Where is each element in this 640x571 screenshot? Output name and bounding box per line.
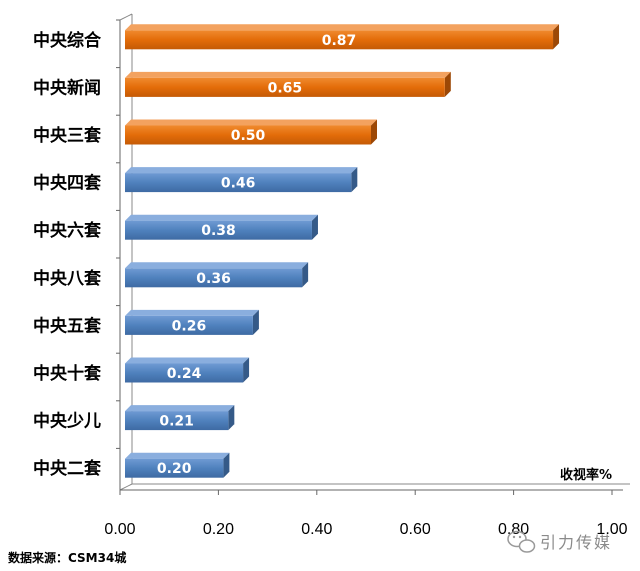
bar-side-face (311, 214, 318, 240)
bar-side-face (228, 405, 235, 431)
data-label: 0.26 (172, 318, 207, 334)
bar: 0.38 (125, 214, 318, 240)
watermark: 引力传媒 (507, 530, 612, 553)
category-label: 中央六套 (33, 220, 102, 241)
watermark-text: 引力传媒 (540, 533, 612, 552)
category-label: 中央十套 (33, 363, 102, 384)
x-tick-label: 0.40 (301, 521, 332, 538)
bar-side-face (243, 357, 250, 383)
x-tick-label: 0.80 (498, 521, 529, 538)
bar-front-face (125, 363, 244, 383)
bar-side-face (553, 24, 560, 50)
bar-front-face (125, 268, 303, 288)
bar-top-face (125, 262, 309, 269)
bar-top-face (125, 167, 358, 174)
category-label: 中央少儿 (33, 411, 101, 432)
frame-top-line (119, 13, 133, 21)
bar-top-face (125, 24, 560, 31)
x-tick-label: 0.20 (203, 521, 234, 538)
x-axis-ticks: 0.00 0.20 0.40 0.60 0.80 1.00 (104, 490, 628, 538)
bar-top-face (125, 119, 377, 126)
bar-top-face (125, 71, 451, 78)
data-label: 0.87 (322, 33, 357, 49)
bar-side-face (252, 309, 259, 335)
bar-side-face (302, 262, 309, 288)
data-label: 0.24 (167, 366, 202, 382)
bars-group: 0.87 0.65 0.50 0.46 0.38 0.36 0.26 0.24 0.21 0.20 (125, 24, 560, 478)
data-label: 0.21 (159, 414, 194, 430)
bar-front-face (125, 173, 352, 193)
bar: 0.24 (125, 357, 250, 383)
category-label: 中央八套 (33, 268, 102, 289)
bar-front-face (125, 411, 229, 431)
bar: 0.26 (125, 309, 259, 335)
x-tick-label: 1.00 (596, 521, 627, 538)
bar-front-face (125, 220, 312, 240)
wechat-icon (507, 530, 536, 553)
bar-side-face (223, 452, 230, 478)
frame-floor-line (119, 483, 133, 491)
bar: 0.87 (125, 24, 560, 50)
x-tick-label: 0.60 (400, 521, 431, 538)
bar-side-face (444, 71, 451, 97)
category-label: 中央五套 (33, 315, 102, 336)
data-label: 0.65 (268, 80, 303, 96)
bar-top-face (125, 214, 318, 221)
bar-side-face (371, 119, 377, 145)
bar: 0.20 (125, 452, 230, 478)
bar-front-face (125, 30, 554, 50)
bar: 0.36 (125, 262, 309, 288)
bar-front-face (125, 77, 445, 97)
category-label: 中央二套 (33, 458, 102, 479)
data-label: 0.20 (157, 461, 192, 477)
bar: 0.21 (125, 405, 235, 431)
bar-front-face (125, 315, 253, 335)
category-label: 中央三套 (33, 125, 102, 146)
bar: 0.50 (125, 119, 377, 145)
bar: 0.46 (125, 167, 358, 193)
data-label: 0.46 (221, 176, 256, 192)
bar-front-face (125, 125, 371, 145)
data-label: 0.38 (201, 223, 236, 239)
bar-top-face (125, 357, 250, 364)
category-label: 中央新闻 (33, 77, 101, 98)
data-label: 0.50 (231, 128, 266, 144)
data-label: 0.36 (196, 271, 231, 287)
x-tick-label: 0.00 (104, 521, 135, 538)
category-label: 中央四套 (33, 173, 102, 194)
unit-label: 收视率% (560, 467, 612, 483)
bar-front-face (125, 458, 224, 478)
bar-top-face (125, 452, 230, 459)
category-label: 中央综合 (33, 30, 102, 51)
bar-side-face (351, 167, 358, 193)
bar-top-face (125, 309, 259, 316)
bar: 0.65 (125, 71, 451, 97)
bar-top-face (125, 405, 235, 412)
source-label: 数据来源：CSM34城 (8, 550, 126, 565)
